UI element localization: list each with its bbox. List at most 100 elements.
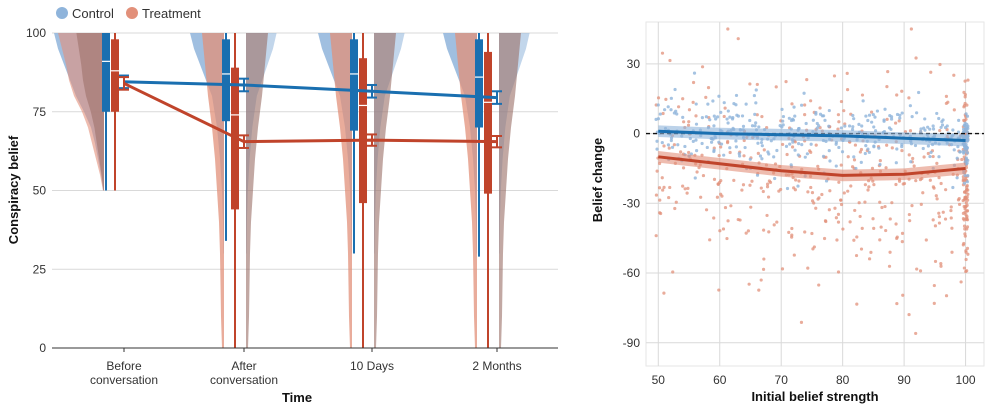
scatter-point-treatment <box>965 203 969 207</box>
scatter-point-control <box>726 109 730 113</box>
scatter-point-treatment <box>704 208 709 212</box>
scatter-point-treatment <box>907 96 911 100</box>
scatter-point-treatment <box>681 184 685 188</box>
scatter-point-treatment <box>661 188 665 192</box>
scatter-point-control <box>748 118 752 123</box>
scatter-point-treatment <box>755 82 759 87</box>
scatter-point-control <box>859 160 863 164</box>
scatter-point-treatment <box>759 278 763 282</box>
scatter-point-treatment <box>964 257 968 262</box>
scatter-point-control <box>909 160 913 164</box>
scatter-point-treatment <box>841 227 845 231</box>
scatter-point-treatment <box>742 154 746 158</box>
scatter-point-treatment <box>836 127 840 131</box>
legend-label-control: Control <box>72 6 114 21</box>
scatter-point-treatment <box>909 27 913 31</box>
scatter-point-control <box>726 121 730 125</box>
scatter-point-treatment <box>765 213 769 218</box>
scatter-point-treatment <box>719 145 723 149</box>
y-tick-label: 100 <box>26 26 46 40</box>
scatter-point-treatment <box>672 143 676 147</box>
scatter-point-control <box>691 139 695 143</box>
scatter-point-treatment <box>760 114 764 119</box>
scatter-point-treatment <box>824 155 828 159</box>
scatter-point-treatment <box>963 190 967 194</box>
scatter-point-control <box>809 142 813 146</box>
scatter-point-control <box>788 142 792 146</box>
scatter-point-control <box>929 150 933 154</box>
scatter-point-treatment <box>686 123 691 127</box>
violin-treatment-right-2 <box>374 33 396 348</box>
scatter-point-treatment <box>965 209 969 213</box>
scatter-point-treatment <box>964 217 969 221</box>
scatter-point-treatment <box>781 142 785 147</box>
scatter-point-treatment <box>964 201 968 205</box>
scatter-point-treatment <box>717 288 721 292</box>
scatter-point-control <box>877 146 881 150</box>
scatter-point-treatment <box>860 226 864 231</box>
scatter-point-control <box>913 143 918 148</box>
scatter-point-treatment <box>934 194 938 198</box>
scatter-point-control <box>889 117 894 121</box>
scatter-point-control <box>803 155 807 159</box>
scatter-point-treatment <box>658 198 662 202</box>
scatter-point-treatment <box>963 93 967 97</box>
scatter-point-treatment <box>935 197 939 201</box>
plot-area <box>645 21 985 367</box>
scatter-point-treatment <box>810 199 815 203</box>
scatter-point-treatment <box>768 180 773 184</box>
scatter-point-control <box>676 143 680 147</box>
scatter-point-treatment <box>654 193 659 197</box>
x-axis-title: Initial belief strength <box>751 389 878 404</box>
box-iqr <box>350 39 358 131</box>
scatter-point-treatment <box>787 230 791 234</box>
scatter-point-control <box>843 124 847 128</box>
scatter-point-control <box>910 115 914 119</box>
scatter-point-treatment <box>965 187 969 191</box>
scatter-point-control <box>660 140 664 145</box>
scatter-point-treatment <box>852 238 856 242</box>
scatter-point-treatment <box>849 184 853 188</box>
scatter-point-control <box>952 148 956 152</box>
y-axis-title: Belief change <box>590 138 605 223</box>
scatter-point-treatment <box>687 120 691 124</box>
scatter-point-control <box>796 184 800 188</box>
scatter-point-control <box>875 109 880 113</box>
scatter-point-treatment <box>962 266 966 270</box>
scatter-point-treatment <box>939 264 943 268</box>
scatter-point-control <box>915 111 919 115</box>
scatter-point-control <box>717 94 721 98</box>
x-tick-label: conversation <box>90 373 158 387</box>
scatter-point-control <box>900 111 904 115</box>
scatter-point-control <box>827 108 831 113</box>
scatter-point-control <box>940 120 944 124</box>
scatter-point-treatment <box>761 267 766 271</box>
scatter-point-treatment <box>729 204 733 208</box>
scatter-point-treatment <box>884 228 888 233</box>
scatter-point-treatment <box>837 120 841 124</box>
scatter-point-treatment <box>809 185 813 190</box>
scatter-point-control <box>823 118 827 122</box>
scatter-point-control <box>834 164 838 168</box>
scatter-point-control <box>921 146 925 151</box>
legend-label-treatment: Treatment <box>142 6 201 21</box>
y-axis-title: Conspiracy belief <box>6 135 21 244</box>
scatter-point-treatment <box>965 246 970 251</box>
scatter-point-treatment <box>761 189 765 194</box>
scatter-point-treatment <box>900 240 904 244</box>
scatter-point-control <box>867 113 872 117</box>
scatter-point-control <box>857 122 861 126</box>
scatter-point-treatment <box>894 121 898 125</box>
box-iqr <box>475 39 483 128</box>
x-tick-label: 2 Months <box>472 359 521 373</box>
scatter-point-control <box>908 104 912 108</box>
scatter-point-treatment <box>900 231 905 235</box>
scatter-point-control <box>775 148 779 153</box>
scatter-point-treatment <box>691 100 695 104</box>
scatter-point-treatment <box>872 183 876 187</box>
y-tick-label: -30 <box>623 196 641 210</box>
scatter-point-treatment <box>962 179 967 183</box>
scatter-point-treatment <box>869 250 873 254</box>
scatter-point-control <box>939 125 943 130</box>
y-tick-label: 75 <box>33 105 47 119</box>
